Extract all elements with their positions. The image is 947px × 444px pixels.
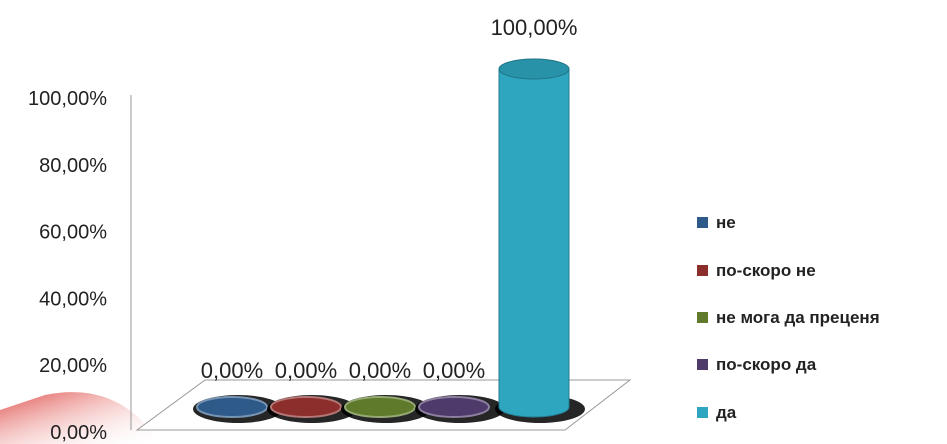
bar-disc (344, 396, 416, 418)
y-tick-label: 60,00% (39, 222, 107, 244)
decorative-corner (0, 392, 160, 444)
legend-label: да (716, 403, 737, 422)
legend-label: не (716, 213, 736, 232)
data-label: 100,00% (491, 15, 578, 40)
y-tick-label: 20,00% (39, 355, 107, 377)
data-label: 0,00% (349, 358, 411, 383)
bar-disc (270, 396, 342, 418)
data-labels: 0,00% 0,00% 0,00% 0,00% 100,00% (201, 15, 578, 383)
data-label: 0,00% (423, 358, 485, 383)
legend-label: по-скоро не (716, 261, 816, 280)
data-label: 0,00% (275, 358, 337, 383)
y-tick-label: 100,00% (28, 88, 107, 110)
bar-disc (196, 396, 268, 418)
legend-label: не мога да преценя (716, 308, 880, 327)
bar-body (498, 68, 570, 418)
legend-swatch (697, 407, 708, 418)
legend-swatch (697, 265, 708, 276)
y-tick-label: 80,00% (39, 155, 107, 177)
legend-label: по-скоро да (716, 355, 817, 374)
y-axis-ticks: 0,00% 20,00% 40,00% 60,00% 80,00% 100,00% (28, 88, 107, 444)
bars (193, 58, 585, 423)
y-tick-label: 40,00% (39, 288, 107, 310)
bar-disc (418, 396, 490, 418)
legend: не по-скоро не не мога да преценя по-скоро … (697, 213, 880, 422)
data-label: 0,00% (201, 358, 263, 383)
legend-swatch (697, 359, 708, 370)
bar-top (498, 58, 570, 80)
legend-swatch (697, 217, 708, 228)
legend-swatch (697, 312, 708, 323)
y-tick-label: 0,00% (50, 422, 107, 444)
